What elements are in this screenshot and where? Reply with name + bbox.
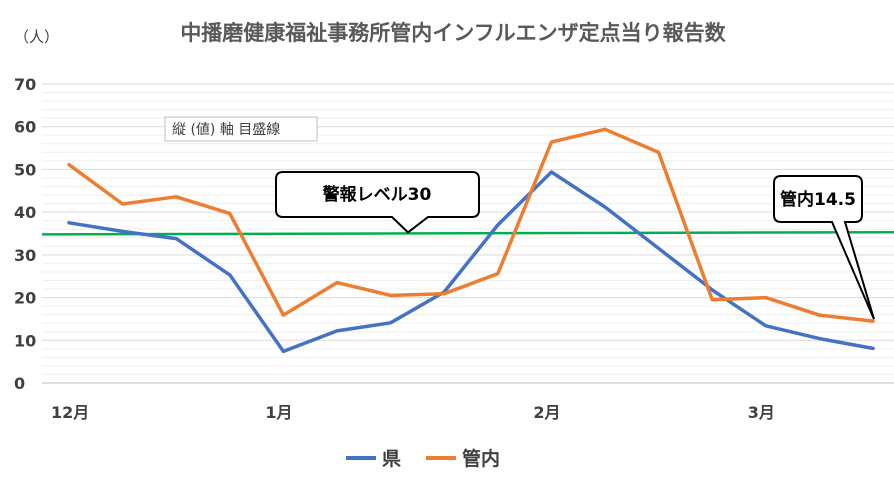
x-tick-label: 2月	[533, 403, 560, 422]
y-tick-label: 50	[14, 160, 36, 179]
gridline-tooltip: 縦 (値) 軸 目盛線	[164, 116, 318, 142]
y-tick-label: 30	[14, 246, 36, 265]
alert-level-callout-box	[275, 171, 480, 234]
x-tick-label: 12月	[51, 403, 89, 422]
gridline-tooltip-text: 縦 (値) 軸 目盛線	[172, 122, 280, 138]
y-tick-label: 20	[14, 289, 36, 308]
chart-title: 中播磨健康福祉事務所管内インフルエンザ定点当り報告数	[180, 21, 726, 45]
latest-value-callout-box	[773, 175, 875, 320]
x-axis-ticks: 12月 1月 2月 3月	[51, 403, 775, 422]
reference-line-group	[41, 230, 894, 236]
callouts: 警報レベル30 管内14.5	[275, 171, 875, 320]
series-line-管内	[67, 127, 875, 323]
series-group	[67, 127, 875, 354]
y-tick-label: 10	[14, 331, 36, 350]
gridline-tooltip-box	[164, 116, 318, 142]
y-tick-label: 70	[14, 75, 36, 94]
latest-value-callout-text: 管内14.5	[780, 189, 856, 210]
x-tick-label: 1月	[265, 403, 292, 422]
y-axis-ticks: 0 10 20 30 40 50 60 70	[14, 75, 36, 393]
y-tick-label: 0	[14, 374, 25, 393]
legend-label-県: 県	[382, 448, 401, 470]
y-axis-unit-label: （人）	[14, 28, 59, 46]
y-tick-label: 40	[14, 203, 36, 222]
alert-level-callout-text: 警報レベル30	[322, 184, 432, 205]
alert-level-line	[41, 230, 894, 236]
legend: 県 管内	[346, 447, 500, 470]
series-line-県	[67, 170, 875, 354]
x-tick-label: 3月	[748, 403, 775, 422]
legend-label-管内: 管内	[462, 447, 500, 470]
y-tick-label: 60	[14, 118, 36, 137]
